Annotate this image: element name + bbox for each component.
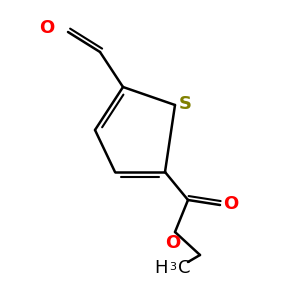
Text: S: S (179, 95, 192, 113)
Text: C: C (178, 259, 190, 277)
Text: O: O (39, 19, 54, 37)
Text: O: O (223, 195, 238, 213)
Text: O: O (165, 234, 181, 252)
Text: 3: 3 (169, 262, 176, 272)
Text: H: H (154, 259, 168, 277)
